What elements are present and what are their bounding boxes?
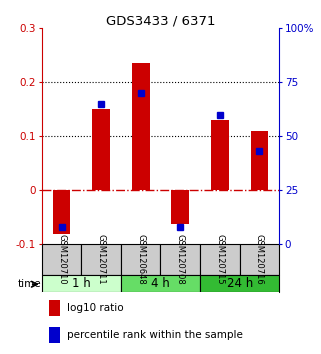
Text: GSM120708: GSM120708 xyxy=(176,234,185,285)
Bar xyxy=(132,63,150,190)
Text: GSM120648: GSM120648 xyxy=(136,234,145,285)
Bar xyxy=(240,244,279,275)
Bar xyxy=(200,244,240,275)
Bar xyxy=(92,109,110,190)
Text: GSM120716: GSM120716 xyxy=(255,234,264,285)
Text: 1 h: 1 h xyxy=(72,277,91,290)
Bar xyxy=(200,275,279,292)
Bar xyxy=(42,244,81,275)
Bar xyxy=(211,120,229,190)
Title: GDS3433 / 6371: GDS3433 / 6371 xyxy=(106,14,215,27)
Text: time: time xyxy=(18,279,42,289)
Text: GSM120710: GSM120710 xyxy=(57,234,66,285)
Bar xyxy=(49,300,60,316)
Bar xyxy=(53,190,70,234)
Bar xyxy=(81,244,121,275)
Text: GSM120711: GSM120711 xyxy=(97,234,106,285)
Bar xyxy=(42,275,121,292)
Bar xyxy=(171,190,189,224)
Bar xyxy=(121,275,200,292)
Text: GSM120715: GSM120715 xyxy=(215,234,224,285)
Bar xyxy=(160,244,200,275)
Bar xyxy=(121,244,160,275)
Bar xyxy=(49,327,60,343)
Text: 24 h: 24 h xyxy=(227,277,253,290)
Text: percentile rank within the sample: percentile rank within the sample xyxy=(67,330,243,340)
Bar xyxy=(251,131,268,190)
Text: log10 ratio: log10 ratio xyxy=(67,303,124,313)
Text: 4 h: 4 h xyxy=(151,277,170,290)
